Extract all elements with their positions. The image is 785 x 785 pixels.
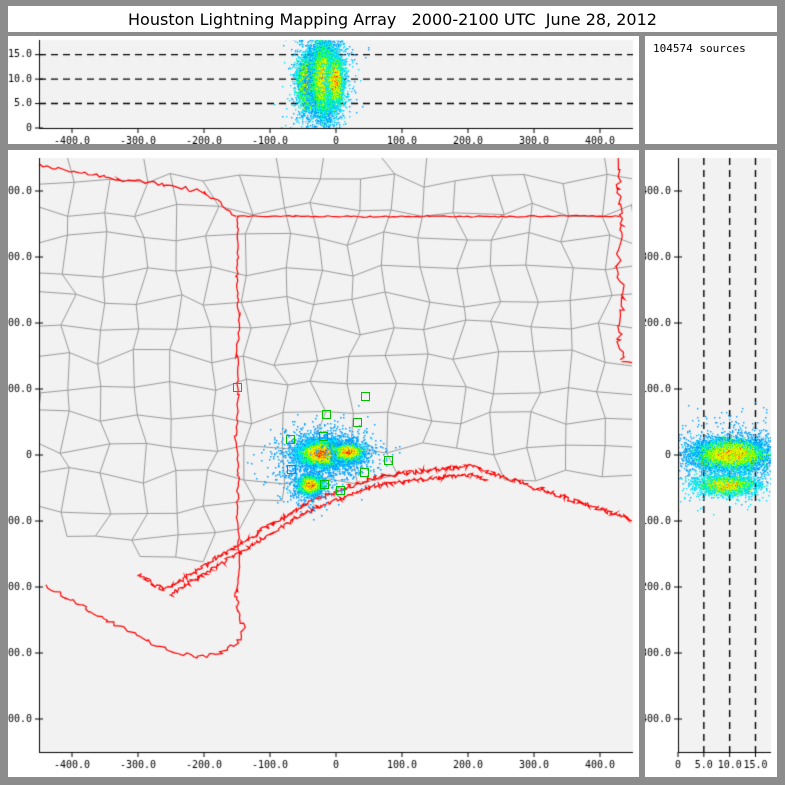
lma-station-marker bbox=[360, 468, 370, 478]
sources-count-label: 104574 sources bbox=[653, 42, 746, 55]
map-canvas bbox=[8, 150, 639, 777]
lma-station-marker bbox=[322, 409, 332, 419]
page-title: Houston Lightning Mapping Array 2000-210… bbox=[128, 9, 657, 29]
panel-north-south-vs-altitude bbox=[645, 150, 777, 777]
title-bar: Houston Lightning Mapping Array 2000-210… bbox=[8, 6, 777, 32]
lma-station-marker bbox=[336, 486, 346, 496]
right-panel-canvas bbox=[645, 150, 777, 777]
lma-station-marker bbox=[320, 480, 330, 490]
lma-station-marker bbox=[233, 383, 243, 393]
lma-station-marker bbox=[360, 391, 370, 401]
lma-station-marker bbox=[383, 455, 393, 465]
panel-plan-view-map bbox=[8, 150, 639, 777]
lma-station-marker bbox=[286, 464, 296, 474]
lma-station-marker bbox=[352, 418, 362, 428]
station-marker-layer bbox=[8, 150, 639, 777]
lma-station-marker bbox=[319, 431, 329, 441]
lma-station-marker bbox=[286, 434, 296, 444]
panel-altitude-vs-east-west bbox=[8, 36, 639, 144]
top-panel-canvas bbox=[8, 36, 639, 144]
sources-info-box: 104574 sources bbox=[645, 36, 777, 144]
